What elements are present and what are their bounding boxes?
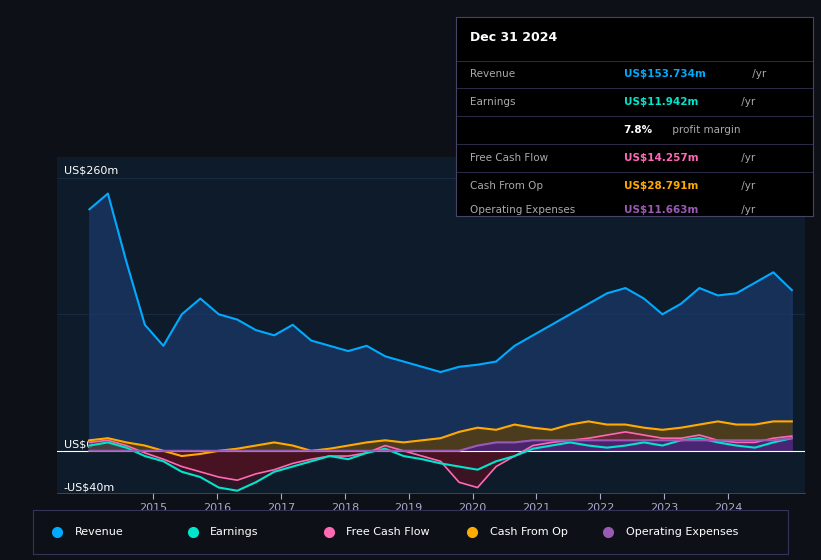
Text: Earnings: Earnings — [210, 527, 259, 537]
Text: US$14.257m: US$14.257m — [623, 153, 698, 163]
Text: Revenue: Revenue — [75, 527, 123, 537]
Text: Operating Expenses: Operating Expenses — [626, 527, 738, 537]
Text: /yr: /yr — [738, 97, 755, 108]
Text: US$28.791m: US$28.791m — [623, 181, 698, 191]
Text: US$11.663m: US$11.663m — [623, 204, 698, 214]
Text: Cash From Op: Cash From Op — [490, 527, 567, 537]
Text: Free Cash Flow: Free Cash Flow — [470, 153, 548, 163]
Text: Free Cash Flow: Free Cash Flow — [346, 527, 430, 537]
Text: Earnings: Earnings — [470, 97, 516, 108]
Text: US$11.942m: US$11.942m — [623, 97, 698, 108]
Text: /yr: /yr — [738, 204, 755, 214]
Text: profit margin: profit margin — [669, 125, 741, 135]
Text: US$260m: US$260m — [64, 166, 118, 176]
Text: /yr: /yr — [750, 69, 767, 80]
Text: /yr: /yr — [738, 181, 755, 191]
Text: /yr: /yr — [738, 153, 755, 163]
Text: Dec 31 2024: Dec 31 2024 — [470, 31, 557, 44]
Text: US$0: US$0 — [64, 440, 93, 450]
Text: Revenue: Revenue — [470, 69, 515, 80]
Text: Operating Expenses: Operating Expenses — [470, 204, 576, 214]
Text: 7.8%: 7.8% — [623, 125, 653, 135]
Text: -US$40m: -US$40m — [64, 483, 115, 493]
Text: US$153.734m: US$153.734m — [623, 69, 705, 80]
Text: Cash From Op: Cash From Op — [470, 181, 543, 191]
